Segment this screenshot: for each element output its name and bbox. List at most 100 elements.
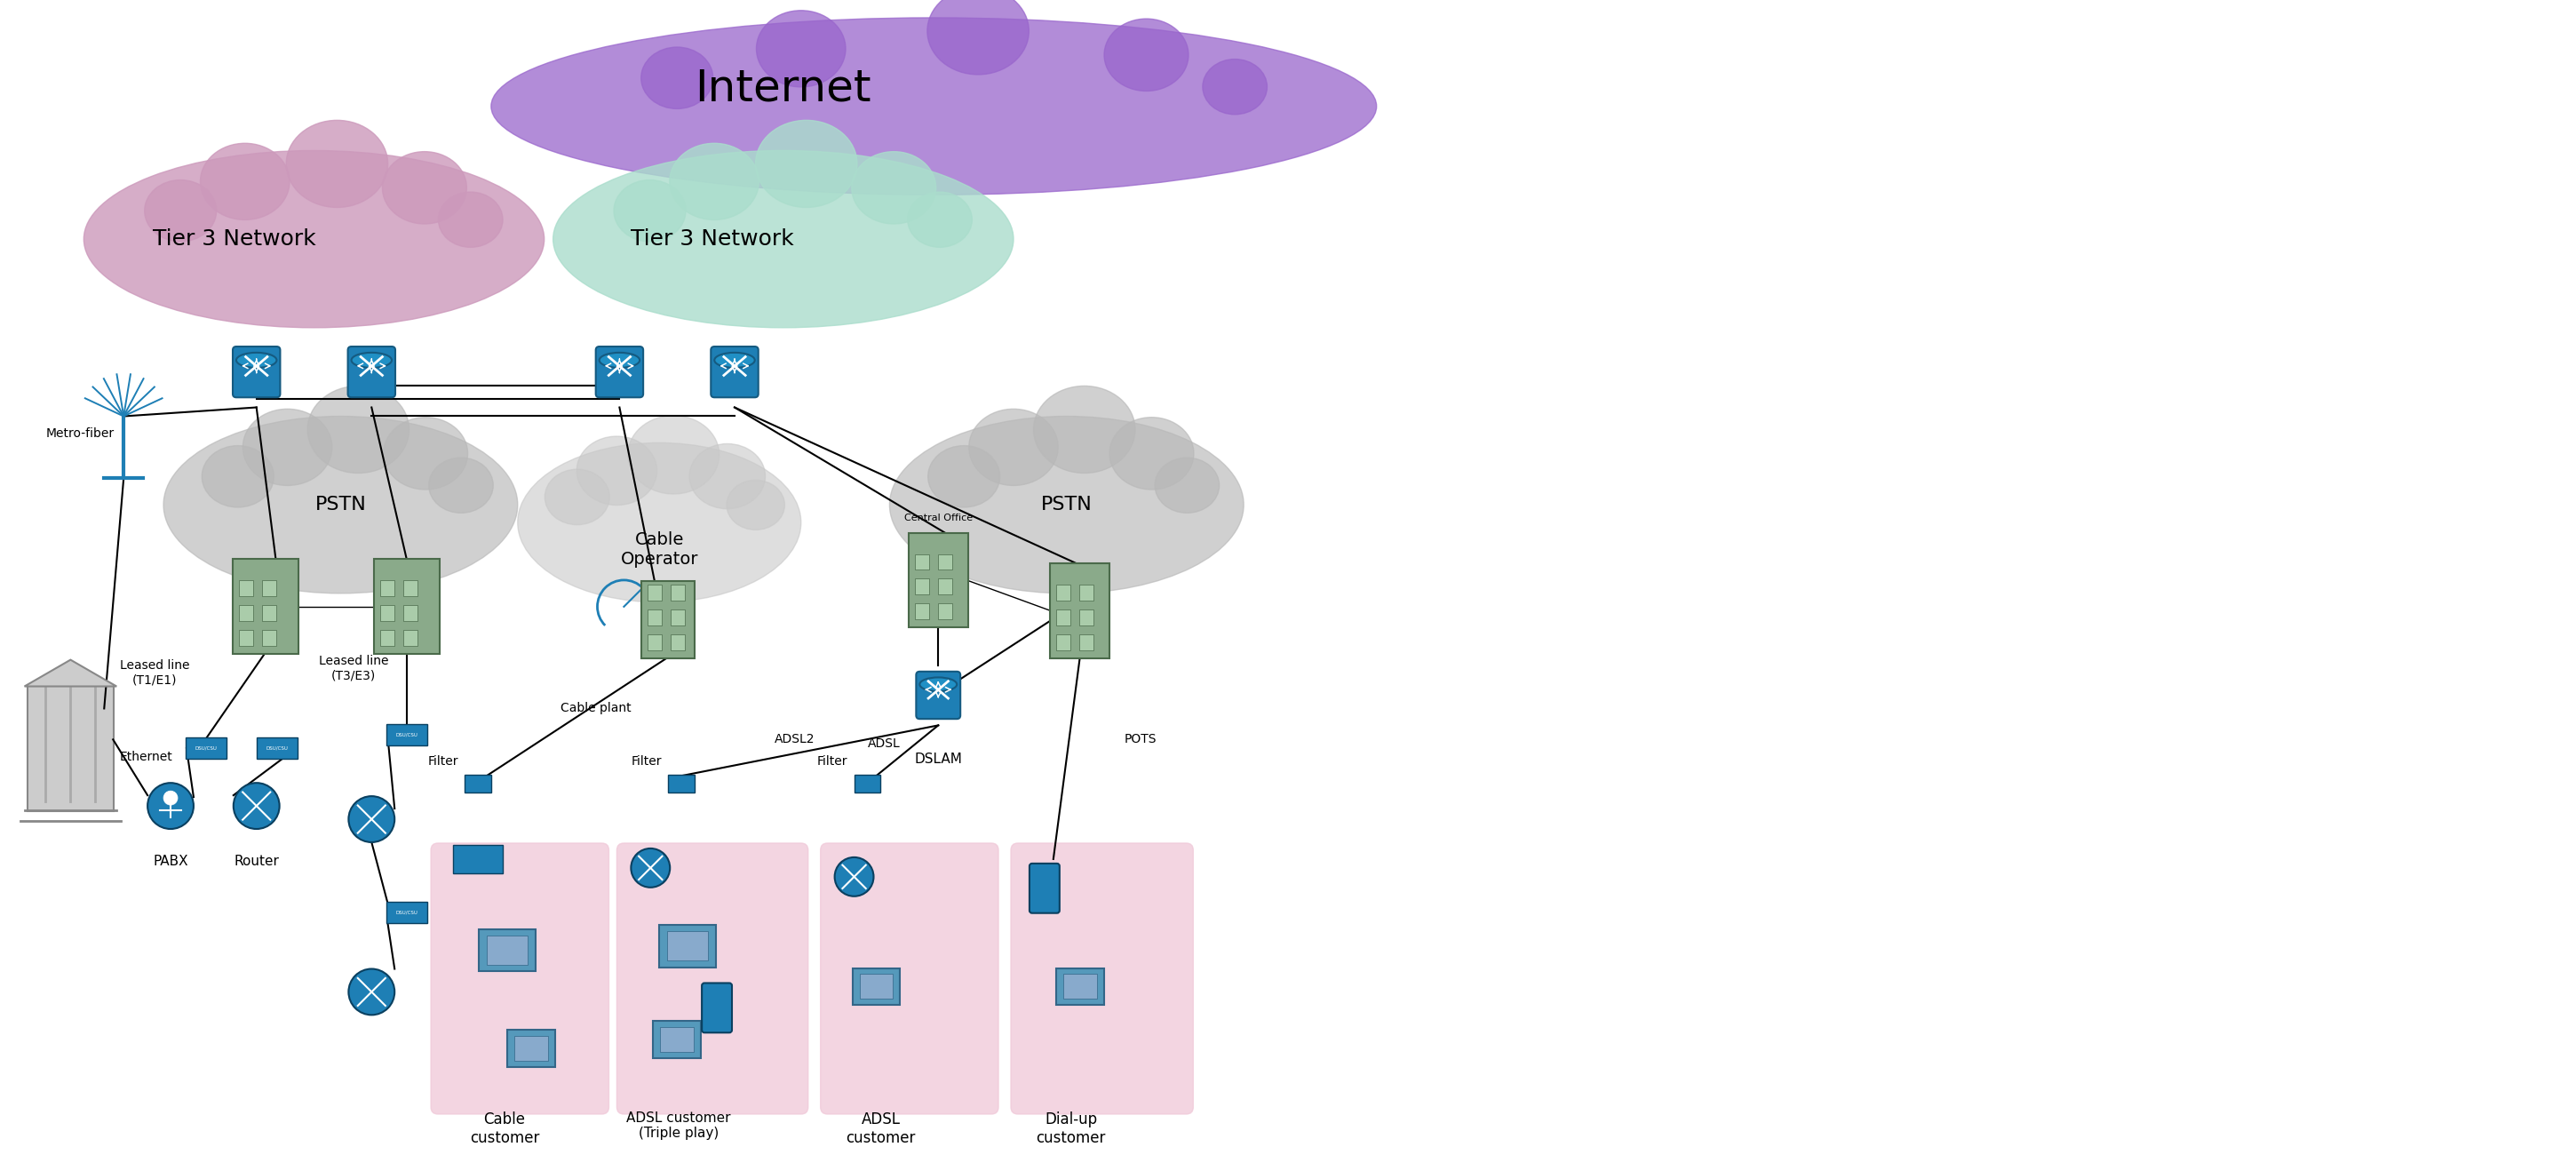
FancyBboxPatch shape — [667, 775, 696, 792]
Text: DSU/CSU: DSU/CSU — [397, 910, 417, 915]
Ellipse shape — [755, 120, 858, 208]
FancyBboxPatch shape — [487, 936, 528, 964]
FancyBboxPatch shape — [232, 559, 299, 654]
Text: Ethernet: Ethernet — [118, 751, 173, 763]
Text: Tier 3 Network: Tier 3 Network — [152, 229, 317, 249]
Ellipse shape — [613, 180, 685, 241]
Circle shape — [147, 783, 193, 829]
Circle shape — [234, 783, 278, 829]
Bar — [263, 581, 276, 596]
Bar — [381, 631, 394, 646]
Text: Cable plant: Cable plant — [559, 702, 631, 715]
FancyBboxPatch shape — [232, 346, 281, 397]
Ellipse shape — [237, 352, 276, 367]
Bar — [938, 604, 953, 619]
Text: Metro-fiber: Metro-fiber — [46, 427, 116, 440]
Text: DSLAM: DSLAM — [914, 753, 963, 766]
Bar — [647, 634, 662, 650]
Ellipse shape — [518, 442, 801, 602]
Ellipse shape — [690, 444, 765, 509]
FancyBboxPatch shape — [667, 931, 708, 960]
Ellipse shape — [438, 192, 502, 247]
Ellipse shape — [144, 180, 216, 241]
FancyBboxPatch shape — [1064, 974, 1097, 999]
Bar — [914, 579, 930, 595]
FancyBboxPatch shape — [386, 724, 428, 746]
FancyBboxPatch shape — [641, 581, 696, 658]
Text: Cable
customer: Cable customer — [469, 1111, 538, 1146]
FancyBboxPatch shape — [464, 775, 492, 792]
FancyBboxPatch shape — [822, 843, 999, 1115]
Ellipse shape — [927, 446, 999, 507]
FancyBboxPatch shape — [909, 532, 969, 627]
Text: PABX: PABX — [152, 855, 188, 867]
FancyBboxPatch shape — [1056, 968, 1105, 1005]
Ellipse shape — [726, 480, 786, 530]
FancyBboxPatch shape — [659, 1027, 693, 1052]
Bar — [404, 581, 417, 596]
Bar — [381, 605, 394, 621]
Bar — [404, 631, 417, 646]
Text: PSTN: PSTN — [314, 495, 366, 514]
Bar — [1056, 610, 1072, 626]
FancyBboxPatch shape — [507, 1030, 554, 1067]
Bar — [670, 584, 685, 601]
Circle shape — [631, 849, 670, 887]
Ellipse shape — [1105, 18, 1188, 91]
Text: Cable
Operator: Cable Operator — [621, 531, 698, 567]
Bar — [381, 581, 394, 596]
Ellipse shape — [714, 352, 755, 367]
FancyBboxPatch shape — [386, 902, 428, 923]
Bar — [1079, 634, 1095, 650]
Bar — [404, 605, 417, 621]
FancyBboxPatch shape — [659, 925, 716, 967]
Text: PSTN: PSTN — [1041, 495, 1092, 514]
Ellipse shape — [428, 457, 492, 513]
Text: Central Office: Central Office — [904, 514, 974, 522]
Bar — [1056, 584, 1072, 601]
FancyBboxPatch shape — [430, 843, 608, 1115]
FancyBboxPatch shape — [1051, 564, 1110, 658]
Ellipse shape — [889, 416, 1244, 594]
Ellipse shape — [853, 151, 935, 224]
Text: Router: Router — [234, 855, 278, 867]
Text: Filter: Filter — [428, 755, 459, 768]
FancyBboxPatch shape — [917, 671, 961, 718]
Ellipse shape — [201, 446, 273, 507]
FancyBboxPatch shape — [616, 843, 809, 1115]
Text: Dial-up
customer: Dial-up customer — [1036, 1111, 1105, 1146]
Circle shape — [162, 791, 178, 805]
Text: Internet: Internet — [696, 67, 871, 110]
FancyBboxPatch shape — [348, 346, 394, 397]
Bar — [1056, 634, 1072, 650]
Ellipse shape — [85, 150, 544, 328]
FancyBboxPatch shape — [374, 559, 440, 654]
Bar — [914, 604, 930, 619]
Bar — [1079, 610, 1095, 626]
Circle shape — [835, 857, 873, 896]
Ellipse shape — [670, 143, 760, 219]
Polygon shape — [26, 660, 116, 686]
Ellipse shape — [201, 143, 289, 219]
FancyBboxPatch shape — [479, 929, 536, 971]
FancyBboxPatch shape — [185, 738, 227, 759]
FancyBboxPatch shape — [28, 685, 113, 811]
FancyBboxPatch shape — [853, 968, 899, 1005]
Bar — [1079, 584, 1095, 601]
Text: Tier 3 Network: Tier 3 Network — [631, 229, 793, 249]
Ellipse shape — [350, 352, 392, 367]
FancyBboxPatch shape — [711, 346, 757, 397]
Ellipse shape — [544, 469, 611, 524]
FancyBboxPatch shape — [654, 1021, 701, 1058]
Text: DSU/CSU: DSU/CSU — [397, 733, 417, 737]
FancyBboxPatch shape — [701, 983, 732, 1033]
Bar — [670, 610, 685, 626]
Bar — [263, 605, 276, 621]
FancyBboxPatch shape — [258, 738, 296, 759]
Ellipse shape — [384, 417, 469, 490]
FancyBboxPatch shape — [1010, 843, 1193, 1115]
Ellipse shape — [307, 386, 410, 474]
FancyBboxPatch shape — [855, 775, 881, 792]
Text: Leased line
(T3/E3): Leased line (T3/E3) — [319, 655, 389, 681]
FancyBboxPatch shape — [1030, 864, 1059, 914]
